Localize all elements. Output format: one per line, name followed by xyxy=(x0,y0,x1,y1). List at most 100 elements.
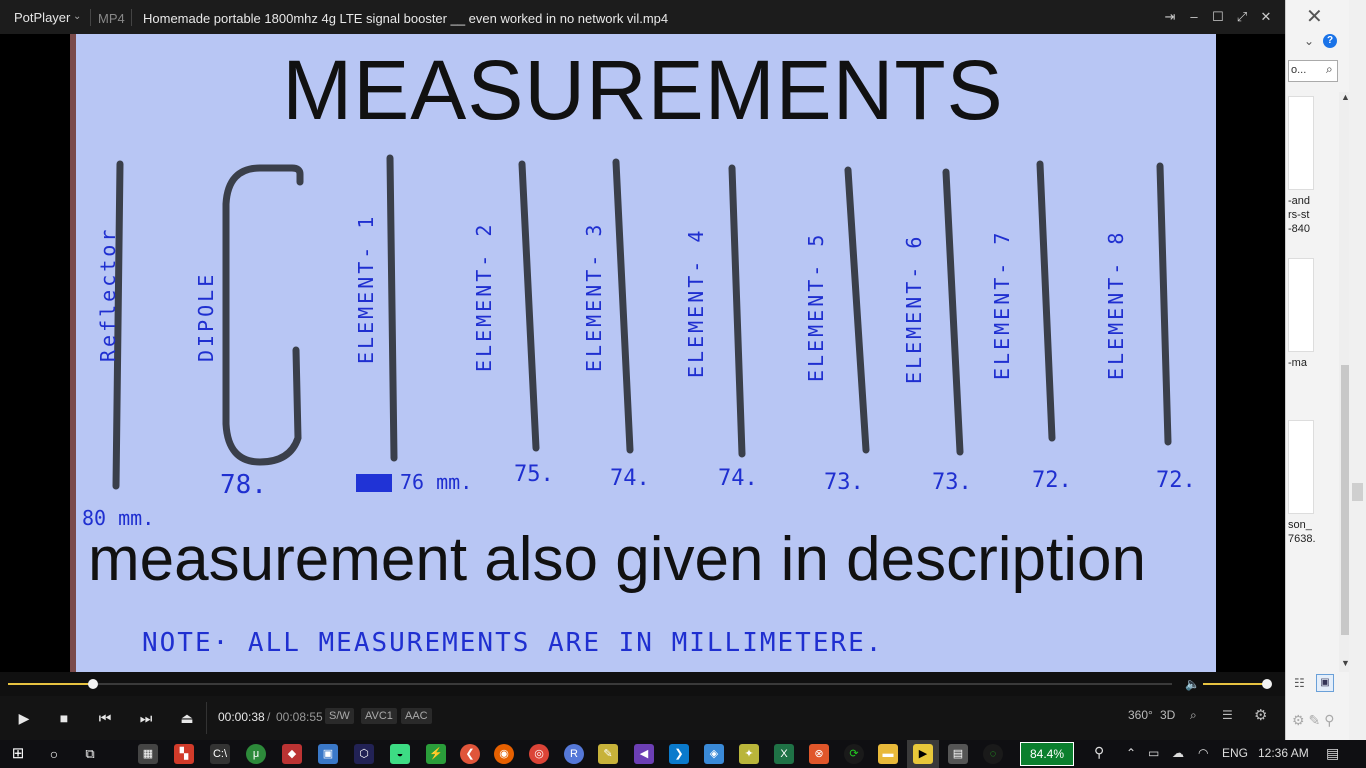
chrome-icon[interactable]: ◎ xyxy=(529,744,549,764)
taskbar: ⊞ ○ ⧉ ▦ ▚ C:\ μ ◆ ▣ ⬡ ◒ ⚡ ❮ ◉ ◎ R ✎ ◀ ❯ … xyxy=(0,740,1366,768)
r-app-icon[interactable]: R xyxy=(564,744,584,764)
battery-percent-widget[interactable]: 84.4% xyxy=(1020,742,1074,766)
start-windows-icon[interactable]: ⊞ xyxy=(11,745,25,762)
seek-track[interactable] xyxy=(8,683,1172,685)
volume-slider[interactable] xyxy=(1203,683,1269,685)
previous-button[interactable]: ⏮ xyxy=(98,710,112,726)
scroll-up-icon[interactable]: ▲ xyxy=(1341,92,1350,102)
reflector-wire xyxy=(112,160,124,490)
audio-codec-badge[interactable]: AAC xyxy=(401,708,432,724)
paper-edge xyxy=(70,34,76,672)
title-bar: PotPlayer ⌄ MP4 Homemade portable 1800mh… xyxy=(0,0,1285,34)
chevron-up-icon[interactable]: ⌃ xyxy=(1126,746,1137,760)
seek-progress xyxy=(8,683,93,685)
pin-icon[interactable]: ⇥ xyxy=(1164,9,1176,24)
desktop-scrollbar-thumb[interactable] xyxy=(1352,483,1363,501)
seek-handle[interactable] xyxy=(88,679,98,689)
refresh-app-icon[interactable]: ⟳ xyxy=(844,744,864,764)
label-element-5: ELEMENT- 5 xyxy=(804,231,828,382)
volume-icon[interactable]: 🔈 xyxy=(1185,677,1200,691)
frame-caption: measurement also given in description xyxy=(88,525,1146,594)
result-snippet-2[interactable]: -ma xyxy=(1288,357,1307,369)
app-icon-5[interactable]: ✦ xyxy=(739,744,759,764)
potplayer-taskbar-icon[interactable]: ▶ xyxy=(913,744,933,764)
close-icon[interactable]: ✕ xyxy=(1306,6,1323,28)
visual-studio-icon[interactable]: ◀ xyxy=(634,744,654,764)
utorrent-icon[interactable]: μ xyxy=(246,744,266,764)
label-reflector: Reflector xyxy=(96,226,120,362)
video-codec-badge[interactable]: AVC1 xyxy=(361,708,397,724)
scroll-down-icon[interactable]: ▼ xyxy=(1341,658,1350,668)
volume-handle[interactable] xyxy=(1262,679,1272,689)
chevron-down-icon[interactable]: ⌄ xyxy=(73,11,82,22)
settings-gear-icon[interactable]: ⚙ xyxy=(1254,707,1268,724)
thumbnail-card-1[interactable] xyxy=(1288,96,1314,190)
result-snippet-3[interactable]: son_ 7638. xyxy=(1288,519,1316,545)
playlist-icon[interactable]: ☰ xyxy=(1222,708,1233,722)
3d-button[interactable]: 3D xyxy=(1160,708,1176,722)
help-icon[interactable]: ? xyxy=(1323,34,1337,48)
notifications-icon[interactable]: ▤ xyxy=(1326,745,1340,761)
android-studio-icon[interactable]: ◒ xyxy=(390,744,410,764)
seek-bar[interactable]: 🔈 xyxy=(0,672,1285,696)
label-element-1: ELEMENT- 1 xyxy=(354,213,378,364)
task-view-icon[interactable]: ⧉ xyxy=(85,746,95,761)
terminal-icon[interactable]: C:\ xyxy=(210,744,230,764)
toolbar-icons: ⚙✎⚲ xyxy=(1292,712,1339,728)
xampp-icon[interactable]: ⊗ xyxy=(809,744,829,764)
list-view-icon[interactable]: ☷ xyxy=(1294,676,1305,690)
next-button[interactable]: ⏭ xyxy=(139,710,153,726)
play-button[interactable]: ▶ xyxy=(18,710,30,726)
app-logo-menu[interactable]: PotPlayer xyxy=(14,10,71,25)
firefox-icon[interactable]: ◉ xyxy=(494,744,514,764)
app-grid-icon[interactable]: ▚ xyxy=(174,744,194,764)
excel-icon[interactable]: X xyxy=(774,744,794,764)
app-icon-3[interactable]: ❮ xyxy=(460,744,480,764)
app-icon-2[interactable]: ⚡ xyxy=(426,744,446,764)
eject-button[interactable]: ⏏ xyxy=(180,710,194,726)
element-7-wire xyxy=(1036,160,1056,442)
cube-icon[interactable]: ▣ xyxy=(318,744,338,764)
chevron-down-icon[interactable]: ⌄ xyxy=(1304,34,1315,48)
file-explorer-icon[interactable]: ▬ xyxy=(878,744,898,764)
search-icon[interactable]: ⌕ xyxy=(1326,62,1333,76)
zoom-icon[interactable]: ⌕ xyxy=(1190,708,1197,722)
stop-button[interactable]: ■ xyxy=(59,710,69,726)
vscode-icon[interactable]: ❯ xyxy=(669,744,689,764)
app-icon-4[interactable]: ◈ xyxy=(704,744,724,764)
search-circle-icon[interactable]: ○ xyxy=(49,746,59,762)
divider xyxy=(206,702,207,734)
app-icon-6[interactable]: ▤ xyxy=(948,744,968,764)
wifi-icon[interactable]: ◠ xyxy=(1198,746,1209,760)
clock[interactable]: 12:36 AM xyxy=(1258,746,1309,760)
length-element-1: 76 mm. xyxy=(400,470,473,494)
thumbnail-view-icon[interactable]: ▣ xyxy=(1316,674,1334,692)
network-error-icon[interactable]: ☁ xyxy=(1172,746,1184,760)
thumbnail-card-2[interactable] xyxy=(1288,258,1314,352)
scrollbar-thumb[interactable] xyxy=(1341,365,1349,635)
language-indicator[interactable]: ENG xyxy=(1222,746,1249,760)
search-input[interactable]: o... xyxy=(1288,60,1338,82)
fullscreen-button[interactable]: ⤢ xyxy=(1236,9,1248,24)
divider xyxy=(131,9,132,26)
thumbnail-card-3[interactable] xyxy=(1288,420,1314,514)
wire-elements-drawing xyxy=(112,154,1172,492)
vr-360-button[interactable]: 360° xyxy=(1128,708,1153,722)
calculator-icon[interactable]: ▦ xyxy=(138,744,158,764)
3d-viewer-icon[interactable]: ⬡ xyxy=(354,744,374,764)
app-icon-1[interactable]: ◆ xyxy=(282,744,302,764)
result-snippet-1[interactable]: -and rs-st -840 xyxy=(1288,195,1311,235)
note-text: NOTE· ALL MEASUREMENTS ARE IN MILLIMETER… xyxy=(142,628,884,658)
desktop-scrollbar[interactable] xyxy=(1349,0,1366,740)
sw-decoder-badge[interactable]: S/W xyxy=(325,708,354,724)
minimize-button[interactable]: – xyxy=(1190,9,1198,24)
length-element-8: 72. xyxy=(1156,468,1196,493)
close-button[interactable]: ✕ xyxy=(1260,9,1272,24)
video-frame[interactable]: MEASUREMENTS Reflector DIPOLE ELEMENT- 1… xyxy=(70,34,1216,672)
battery-icon[interactable]: ▭ xyxy=(1148,746,1160,760)
maximize-button[interactable]: ☐ xyxy=(1212,9,1224,24)
app-icon-7[interactable]: ◌ xyxy=(983,744,1003,764)
current-time: 00:00:38 xyxy=(218,710,265,724)
notepad-icon[interactable]: ✎ xyxy=(598,744,618,764)
people-icon[interactable]: ⚲ xyxy=(1094,744,1105,760)
